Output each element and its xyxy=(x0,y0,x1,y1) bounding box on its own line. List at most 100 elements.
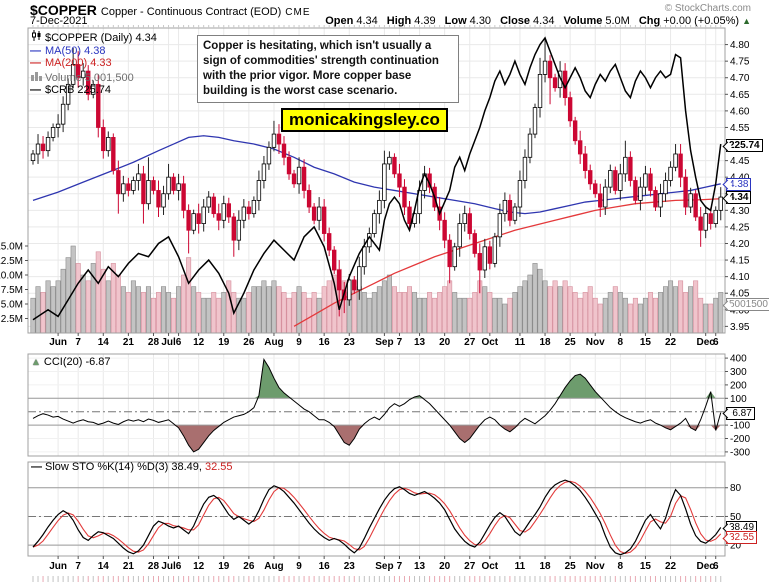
x-axis-label: 16 xyxy=(319,561,331,572)
candle-down xyxy=(216,213,221,221)
axis-callout-225.74: 225.74 xyxy=(726,139,763,153)
volume-bar xyxy=(437,292,443,334)
price-axis-label: 4.20 xyxy=(730,239,750,250)
volume-bar xyxy=(171,297,177,334)
candle-up xyxy=(482,246,487,271)
x-axis-label: 9 xyxy=(296,561,302,572)
volume-bar xyxy=(301,292,307,334)
candle-down xyxy=(487,246,493,264)
candle-down xyxy=(326,233,332,251)
candle-down xyxy=(246,206,252,215)
volume-bar xyxy=(181,274,187,334)
volume-bar xyxy=(55,280,61,334)
volume-bar xyxy=(156,292,162,334)
x-axis-label: Oct xyxy=(481,337,498,348)
volume-bar xyxy=(120,286,126,334)
candle-down xyxy=(331,249,337,271)
candle-down xyxy=(683,176,688,208)
x-axis-label: 15 xyxy=(640,337,652,348)
candle-down xyxy=(467,213,472,234)
volume-bar xyxy=(512,292,518,334)
x-axis-label: 7 xyxy=(75,561,81,572)
x-axis-label: Jul xyxy=(161,337,176,348)
volume-axis-label: 15.0M xyxy=(0,242,23,253)
volume-axis-label: 2.5M xyxy=(1,314,23,325)
cci-axis-label: 100 xyxy=(730,394,747,405)
candle-up xyxy=(618,173,623,191)
volume-bar xyxy=(612,286,618,334)
x-axis-label: 22 xyxy=(665,561,677,572)
cci-overbought-fill xyxy=(33,359,721,399)
price-axis-label: 4.25 xyxy=(730,222,750,233)
candle-down xyxy=(311,206,317,221)
candle-up xyxy=(522,156,528,181)
candle-up xyxy=(603,186,608,208)
candle-down xyxy=(693,193,698,218)
candle-up xyxy=(668,166,673,181)
volume-bar xyxy=(517,286,523,334)
stat-value: 5.0M xyxy=(605,15,630,27)
x-axis-label: 9 xyxy=(296,337,302,348)
x-axis-label: 16 xyxy=(319,337,331,348)
volume-bar xyxy=(241,297,247,334)
candle-up xyxy=(91,83,96,95)
candle-down xyxy=(337,269,342,291)
volume-bar xyxy=(401,292,407,334)
cci-panel-border xyxy=(27,353,726,457)
candle-down xyxy=(111,137,116,171)
volume-bar xyxy=(572,292,578,334)
legend-item-label: Volume 5,001,500 xyxy=(45,71,134,84)
candle-up xyxy=(81,70,86,79)
volume-bar xyxy=(30,297,36,334)
price-axis-label: 4.15 xyxy=(730,256,750,267)
volume-bar xyxy=(442,286,448,334)
volume-bar xyxy=(452,292,458,334)
stat-label: Chg xyxy=(638,15,661,27)
volume-bar xyxy=(80,274,86,334)
volume-bar xyxy=(537,268,543,334)
candle-down xyxy=(507,199,513,221)
x-axis-label: 15 xyxy=(640,561,652,572)
volume-bar xyxy=(186,257,192,334)
candle-up xyxy=(673,153,678,168)
volume-bar xyxy=(115,274,121,334)
candle-up xyxy=(256,180,262,201)
volume-bar xyxy=(577,297,583,334)
volume-bar xyxy=(166,292,172,334)
volume-bars-icon xyxy=(30,70,45,85)
stat-label: Close xyxy=(500,15,531,27)
sto-panel-border xyxy=(27,461,726,557)
volume-bar xyxy=(50,286,56,334)
x-axis-label: Nov xyxy=(586,561,605,572)
volume-bar xyxy=(683,292,689,334)
candle-up xyxy=(663,180,668,195)
volume-bar xyxy=(492,297,498,334)
x-axis-label: 26 xyxy=(243,337,255,348)
candle-down xyxy=(116,170,121,195)
x-axis-label: 6 xyxy=(713,561,719,572)
volume-bar xyxy=(547,286,553,334)
volume-bar xyxy=(176,286,182,334)
volume-axis-label: 10.0M xyxy=(0,271,23,282)
candle-up xyxy=(713,209,718,224)
candle-up xyxy=(166,176,171,195)
volume-bar xyxy=(251,286,257,334)
ma200-line xyxy=(293,198,721,327)
volume-bar xyxy=(361,292,367,334)
candle-up xyxy=(372,213,377,234)
x-axis-label: 12 xyxy=(193,561,205,572)
cci-oversold-fill xyxy=(33,425,721,452)
legend-item: Volume 5,001,500 xyxy=(30,70,157,85)
volume-bar xyxy=(130,280,136,334)
candle-up xyxy=(236,219,242,241)
x-axis-label: 13 xyxy=(414,561,426,572)
candle-down xyxy=(126,183,131,191)
legend-item-label: $COPPER (Daily) 4.34 xyxy=(45,32,157,44)
x-axis-label: 27 xyxy=(464,337,476,348)
line-icon: — xyxy=(31,461,42,473)
volume-bar xyxy=(391,286,397,334)
candle-up xyxy=(703,213,708,231)
candle-up xyxy=(191,213,196,231)
candle-down xyxy=(633,180,638,201)
sto-legend-label: Slow STO %K(14) %D(3) 38.49, xyxy=(45,461,202,473)
